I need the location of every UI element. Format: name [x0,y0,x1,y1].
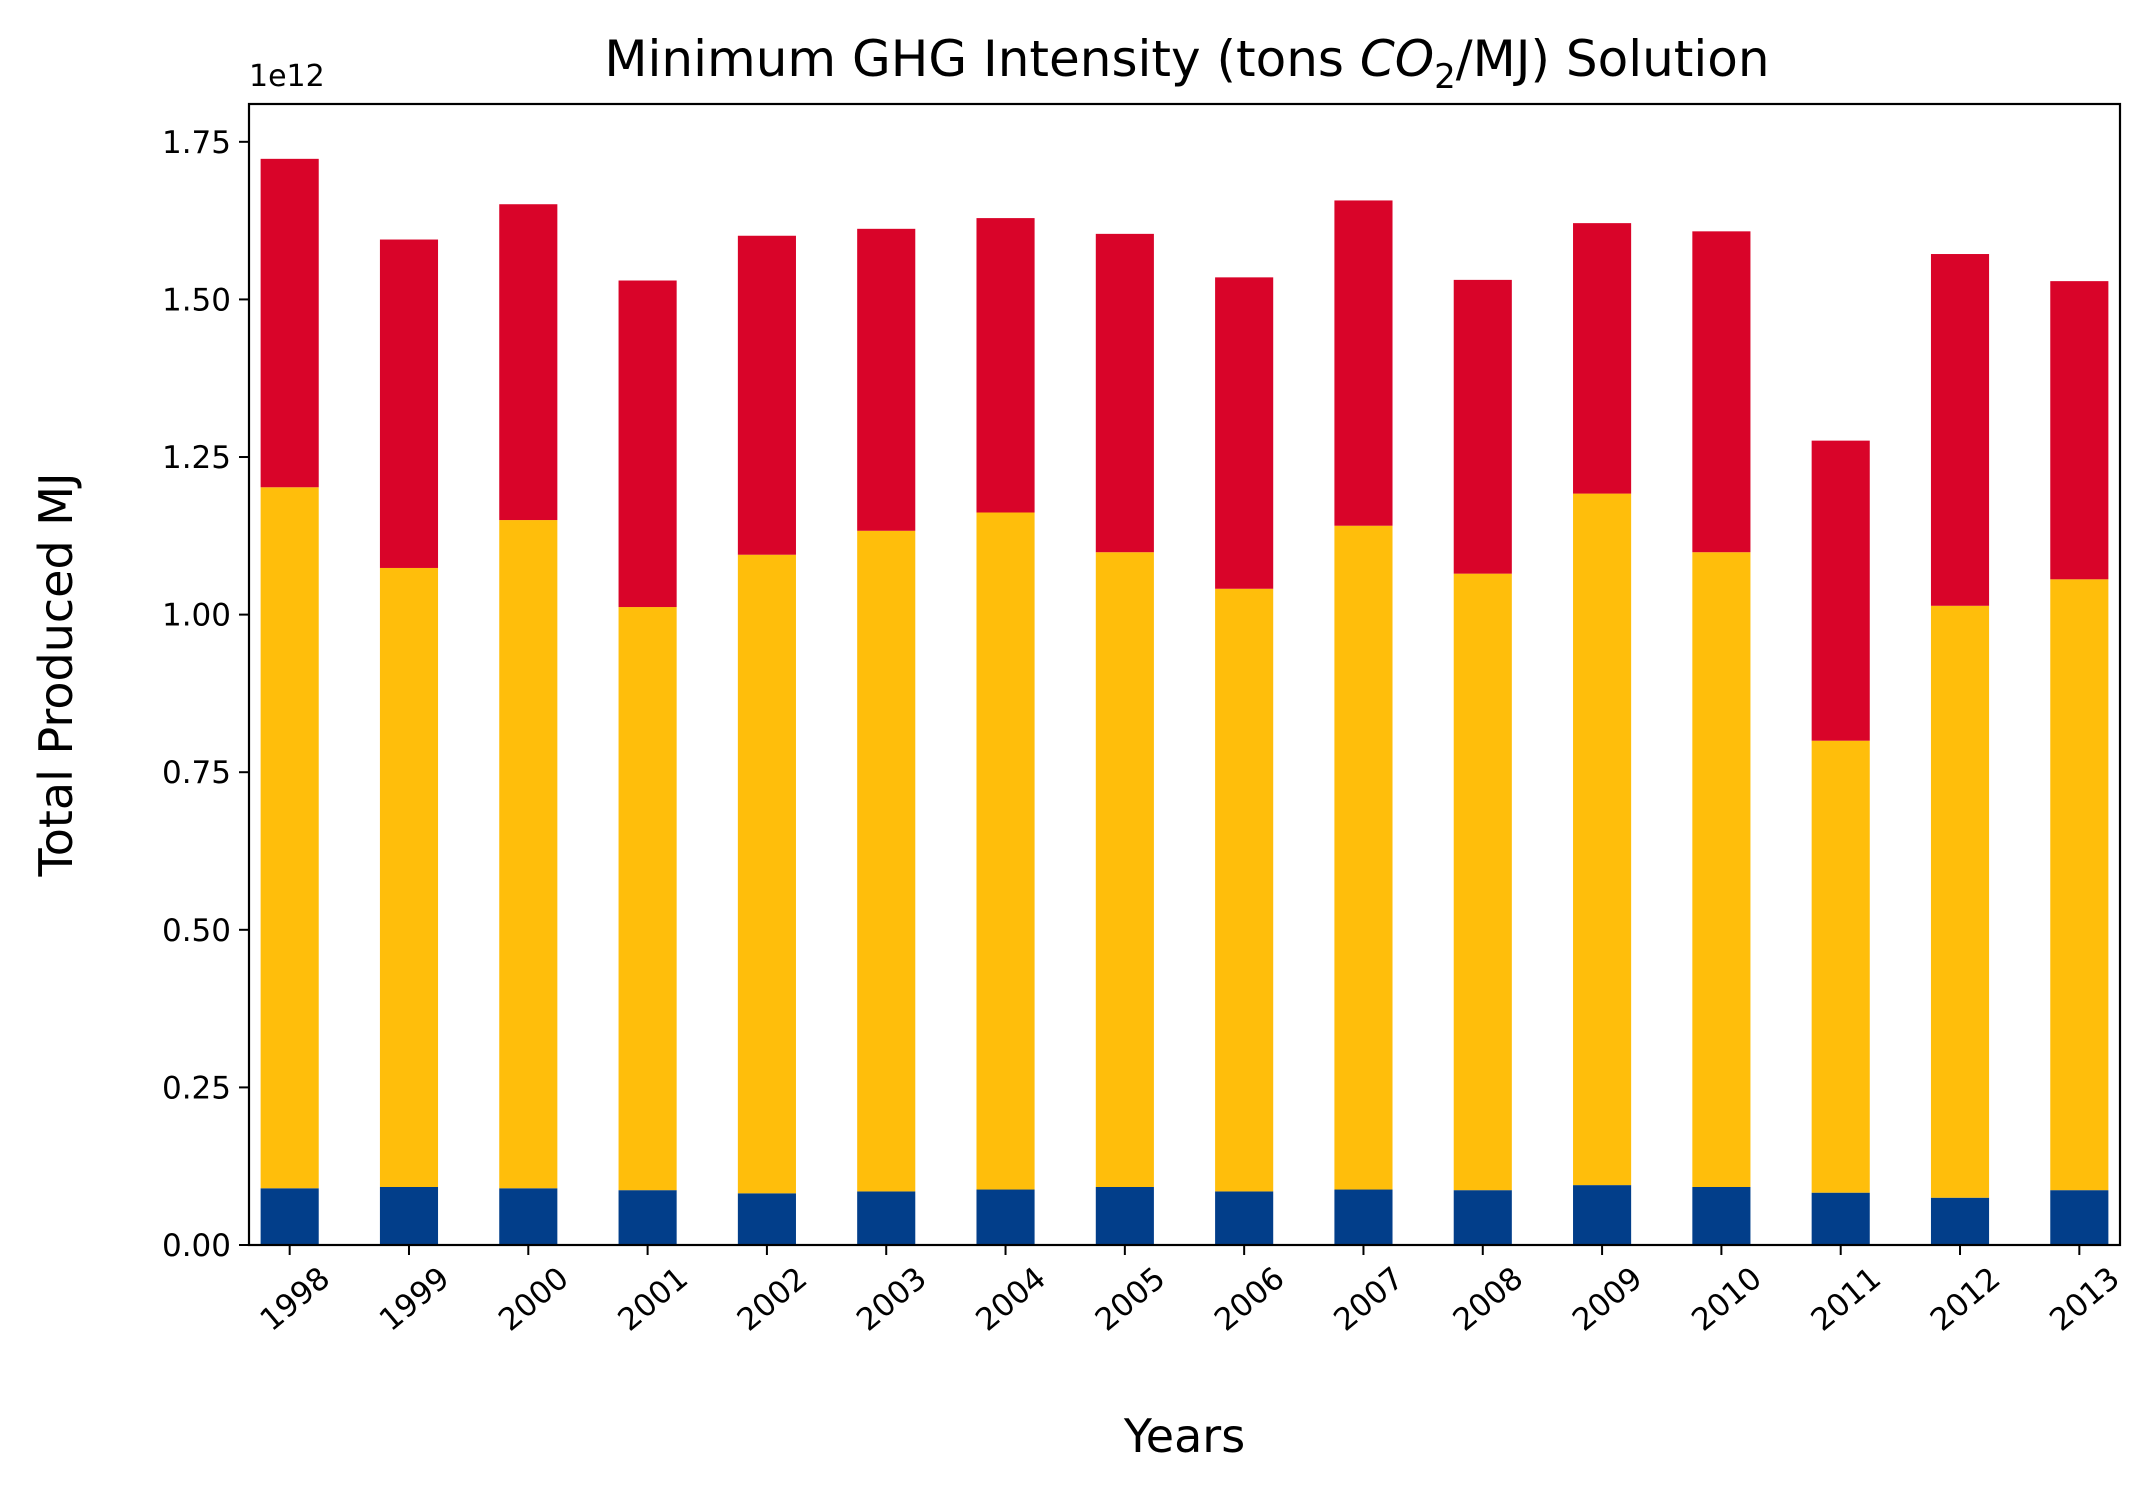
title-formula-subscript: 2 [1434,57,1456,97]
bar-2007-segment-2 [1334,525,1393,1190]
bar-2012-segment-3 [1930,254,1990,606]
bar-2002-segment-1 [737,1193,796,1245]
bar-2000-segment-3 [499,204,558,521]
x-tick-label: 2000 [492,1260,576,1338]
bar-2004-segment-3 [976,218,1035,513]
bar-2006-segment-3 [1215,277,1274,589]
x-tick-label: 2005 [1089,1260,1173,1338]
x-tick-label: 2001 [611,1260,695,1338]
x-tick-label: 1999 [373,1260,457,1338]
x-tick-label: 2003 [850,1260,934,1338]
bar-2002-segment-2 [737,554,796,1194]
bar-1999-segment-2 [379,567,439,1187]
bar-2004-segment-2 [976,512,1035,1190]
x-tick-label: 2008 [1447,1260,1531,1338]
bar-2001-segment-2 [618,607,677,1191]
x-tick-label: 2013 [2043,1260,2127,1338]
bar-2012-segment-1 [1930,1197,1990,1245]
x-tick-label: 2010 [1685,1260,1769,1338]
y-tick-label: 1.75 [162,125,231,161]
bar-2002-segment-3 [737,235,796,555]
bar-2000-segment-1 [499,1188,558,1245]
bar-2003-segment-3 [857,228,916,531]
bar-2008-segment-2 [1453,573,1512,1191]
bar-2007-segment-3 [1334,200,1393,526]
bar-2003-segment-2 [857,530,916,1192]
title-formula: CO [1360,30,1434,88]
x-tick-label: 2002 [731,1260,815,1338]
bar-2011-segment-1 [1811,1192,1870,1245]
x-axis-label: Years [1123,1409,1245,1463]
x-tick-label: 2004 [969,1260,1053,1338]
y-tick-label: 0.25 [162,1070,231,1106]
bar-2013-segment-2 [2050,579,2109,1191]
bar-1998-segment-2 [260,487,319,1189]
bar-2008-segment-3 [1453,279,1512,574]
x-tick-label: 2006 [1208,1260,1292,1338]
title-text-start: Minimum GHG Intensity (tons [604,30,1359,88]
bar-2000-segment-2 [499,520,558,1189]
bar-2005-segment-2 [1095,552,1154,1187]
bar-2010-segment-2 [1692,552,1751,1187]
bar-2001-segment-3 [618,280,677,608]
x-tick-label: 2012 [1924,1260,2008,1338]
y-tick-label: 0.50 [162,913,231,949]
chart-title: Minimum GHG Intensity (tons CO2/MJ) Solu… [604,30,1769,97]
bar-2013-segment-3 [2050,281,2109,580]
bar-2001-segment-1 [618,1190,677,1245]
y-axis-offset-label: 1e12 [249,59,325,94]
y-tick-label: 1.00 [162,598,231,634]
y-tick-label: 1.25 [162,440,231,476]
bar-2009-segment-2 [1573,493,1632,1186]
bar-2005-segment-1 [1095,1187,1154,1245]
y-axis-label: Total Produced MJ [29,472,83,877]
bar-2011-segment-2 [1811,740,1870,1193]
x-tick-label: 2009 [1566,1260,1650,1338]
bar-2013-segment-1 [2050,1190,2109,1245]
bar-1998-segment-3 [260,158,319,488]
bar-2005-segment-3 [1095,233,1154,553]
x-axis: 1998 1999 2000 2001 2002 2003 2004 2005 2006 2007… [253,1245,2127,1338]
bar-2007-segment-1 [1334,1189,1393,1245]
bar-2012-segment-2 [1930,605,1990,1198]
y-tick-label: 1.50 [162,282,231,318]
bar-2003-segment-1 [857,1191,916,1245]
bar-2010-segment-1 [1692,1187,1751,1245]
x-tick-label: 2007 [1327,1260,1411,1338]
x-tick-label: 2011 [1804,1260,1888,1338]
plot-frame [247,102,2122,1247]
bar-2006-segment-2 [1215,588,1274,1192]
y-tick-label: 0.75 [162,755,231,791]
bar-2006-segment-1 [1215,1191,1274,1245]
bars [260,158,2109,1245]
bar-2004-segment-1 [976,1189,1035,1245]
bar-1999-segment-3 [379,239,439,568]
title-text-end: /MJ) Solution [1456,30,1770,88]
bar-1998-segment-1 [260,1188,319,1245]
bar-1999-segment-1 [379,1187,439,1245]
x-tick-label: 1998 [253,1260,337,1338]
bar-2011-segment-3 [1811,440,1870,741]
bar-2008-segment-1 [1453,1190,1512,1245]
y-tick-label: 0.00 [162,1228,231,1264]
bar-2010-segment-3 [1692,231,1751,553]
y-axis: 0.00 0.25 0.50 0.75 1.00 1.25 1.50 1.75 [162,125,249,1264]
bar-2009-segment-3 [1573,223,1632,494]
bar-2009-segment-1 [1573,1185,1632,1245]
